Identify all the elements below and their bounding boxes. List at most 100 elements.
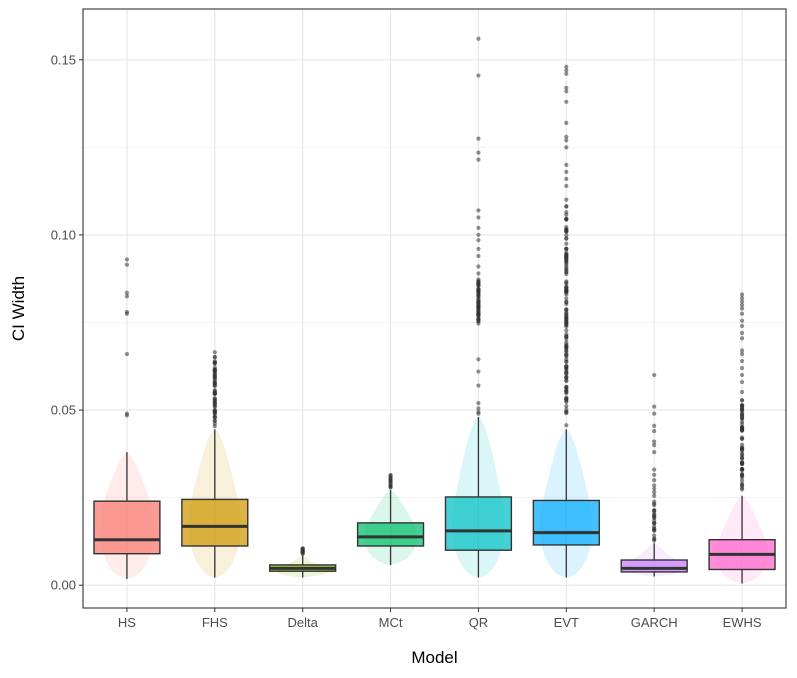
outlier-point [739, 487, 745, 492]
outlier-point [652, 439, 657, 444]
outlier-point [476, 279, 481, 284]
outlier-point [564, 256, 569, 262]
outlier-point [739, 460, 745, 465]
outlier-point [564, 89, 569, 94]
outlier-point [564, 279, 569, 284]
outlier-point [476, 369, 481, 374]
outlier-point [564, 216, 569, 221]
outlier-layer [124, 36, 745, 557]
outlier-point [476, 264, 481, 269]
outlier-point [564, 241, 569, 246]
outlier-point [739, 351, 745, 357]
outlier-point [564, 267, 569, 272]
outlier-point [652, 404, 657, 409]
box-qr [444, 496, 513, 551]
outlier-point [564, 138, 569, 143]
outlier-point [652, 478, 657, 483]
y-tick-label: 0.15 [51, 52, 76, 67]
outlier-point [564, 286, 569, 291]
x-tick-label: GARCH [631, 615, 678, 630]
outlier-point [212, 374, 217, 380]
outlier-point [124, 413, 130, 418]
outlier-point [564, 183, 569, 188]
outlier-point [124, 294, 130, 299]
outlier-point [212, 396, 217, 401]
outlier-point [739, 425, 745, 430]
outlier-point [476, 287, 481, 292]
x-tick-label: Delta [288, 615, 319, 630]
outlier-point [739, 398, 745, 403]
outlier-point [739, 336, 745, 341]
outlier-point [652, 467, 657, 472]
outlier-point [476, 282, 481, 287]
outlier-point [476, 400, 481, 406]
outlier-point [212, 365, 217, 370]
outlier-point [652, 429, 657, 434]
outlier-point [212, 400, 217, 405]
outlier-point [124, 290, 130, 295]
outlier-point [564, 322, 569, 327]
outlier-point [739, 389, 745, 395]
outlier-point [652, 533, 657, 538]
outlier-point [124, 311, 130, 316]
outlier-point [739, 299, 745, 304]
outlier-point [739, 348, 745, 353]
outlier-point [739, 481, 745, 486]
outlier-point [564, 252, 569, 257]
outlier-point [564, 210, 569, 215]
outlier-point [739, 358, 745, 364]
outlier-point [212, 378, 217, 383]
outlier-point [388, 472, 393, 478]
x-tick-label: MCt [379, 615, 403, 630]
outlier-point [564, 236, 569, 241]
outlier-point [564, 224, 569, 230]
outlier-point [564, 310, 569, 316]
outlier-point [652, 490, 657, 495]
outlier-point [476, 232, 481, 238]
outlier-point [476, 215, 481, 220]
outlier-point [652, 450, 657, 455]
outlier-point [652, 528, 657, 533]
outlier-point [564, 375, 569, 380]
outlier-point [739, 323, 745, 329]
box-layer [93, 417, 776, 584]
x-tick-label: EWHS [723, 615, 762, 630]
x-tick-label: HS [118, 615, 136, 630]
outlier-point [652, 507, 657, 513]
outlier-point [564, 423, 569, 428]
outlier-point [564, 145, 569, 150]
y-tick-label: 0.10 [51, 227, 76, 242]
outlier-point [564, 328, 569, 333]
outlier-point [739, 292, 745, 297]
outlier-point [564, 246, 569, 251]
outlier-point [739, 445, 745, 450]
outlier-point [739, 472, 745, 477]
outlier-point [739, 311, 745, 316]
outlier-point [739, 478, 745, 483]
outlier-point [564, 197, 569, 202]
outlier-point [212, 350, 217, 355]
outlier-point [564, 120, 569, 125]
outlier-point [739, 452, 745, 457]
outlier-point [476, 253, 481, 259]
outlier-point [212, 415, 217, 420]
outlier-point [476, 294, 481, 299]
box-garch [620, 559, 688, 573]
outlier-point [652, 524, 657, 529]
x-tick-label: EVT [554, 615, 579, 630]
outlier-point [739, 409, 745, 414]
outlier-point [564, 233, 569, 238]
outlier-point [564, 68, 569, 73]
axis-layer: 0.00 0.05 0.10 0.15 HS FHS Delta MCt QR EVT GARCH E… [51, 52, 762, 630]
box-evt [532, 499, 600, 546]
outlier-point [564, 85, 569, 90]
outlier-point [739, 330, 745, 336]
outlier-point [476, 316, 481, 321]
outlier-point [212, 384, 217, 389]
outlier-point [564, 169, 569, 174]
box-fhs [181, 498, 249, 547]
outlier-point [564, 369, 569, 375]
outlier-point [564, 384, 569, 390]
outlier-point [652, 537, 657, 542]
